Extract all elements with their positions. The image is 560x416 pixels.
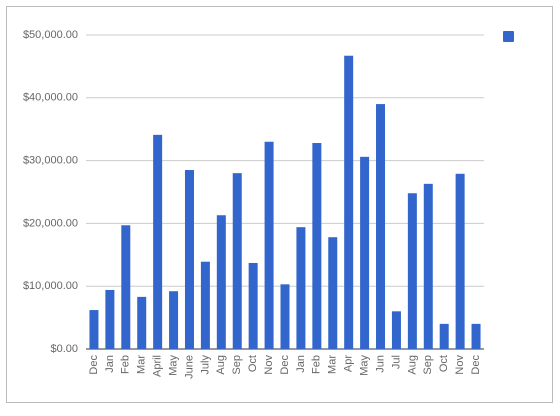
bar	[439, 323, 449, 349]
bar	[105, 289, 115, 349]
x-tick-label: Jan	[104, 355, 116, 373]
bar	[328, 237, 338, 349]
bar	[344, 55, 354, 349]
x-tick-label: Mar	[327, 355, 339, 374]
x-tick-label: Feb	[311, 355, 323, 374]
legend-swatch	[503, 31, 514, 42]
bar	[455, 173, 465, 349]
x-tick-label: Nov	[263, 355, 275, 375]
x-tick-label: Aug	[406, 355, 418, 375]
y-tick-label: $20,000.00	[23, 217, 78, 229]
bar	[312, 143, 322, 349]
y-tick-label: $40,000.00	[23, 92, 78, 104]
x-tick-label: May	[167, 355, 179, 376]
x-tick-label: Jun	[374, 355, 386, 373]
y-tick-label: $0.00	[50, 343, 78, 355]
bar	[200, 261, 210, 349]
x-tick-label: Mar	[136, 355, 148, 374]
x-tick-label: July	[199, 355, 211, 375]
x-tick-label: Apr	[343, 355, 355, 372]
x-tick-label: Feb	[120, 355, 132, 374]
x-tick-label: Jul	[390, 355, 402, 369]
bar	[153, 134, 163, 349]
x-tick-label: Dec	[279, 355, 291, 375]
bar	[137, 296, 147, 349]
bar	[376, 104, 386, 349]
x-tick-label: Jan	[295, 355, 307, 373]
x-tick-label: Oct	[438, 355, 450, 372]
x-tick-label: June	[183, 355, 195, 379]
bar	[248, 262, 258, 349]
chart-frame	[6, 6, 553, 403]
bar	[296, 227, 306, 349]
x-tick-label: Dec	[88, 355, 100, 375]
x-tick-label: Sep	[231, 355, 243, 375]
bar	[423, 183, 433, 349]
bar	[89, 310, 99, 349]
x-tick-label: Aug	[215, 355, 227, 375]
y-tick-label: $30,000.00	[23, 155, 78, 167]
bar	[391, 311, 401, 349]
bar	[184, 170, 194, 349]
bar	[216, 215, 226, 349]
bar	[280, 284, 290, 349]
x-tick-label: April	[152, 355, 164, 377]
y-tick-label: $10,000.00	[23, 280, 78, 292]
bar	[169, 291, 179, 349]
x-tick-label: Sep	[422, 355, 434, 375]
bar	[264, 141, 274, 349]
bar	[471, 323, 481, 349]
y-tick-label: $50,000.00	[23, 29, 78, 41]
bar	[407, 193, 417, 349]
bar	[121, 225, 131, 349]
x-tick-label: Dec	[470, 355, 482, 375]
bar	[360, 156, 370, 349]
x-tick-label: Nov	[454, 355, 466, 375]
bar	[232, 173, 242, 349]
x-tick-label: Oct	[247, 355, 259, 372]
x-tick-label: May	[359, 355, 371, 376]
